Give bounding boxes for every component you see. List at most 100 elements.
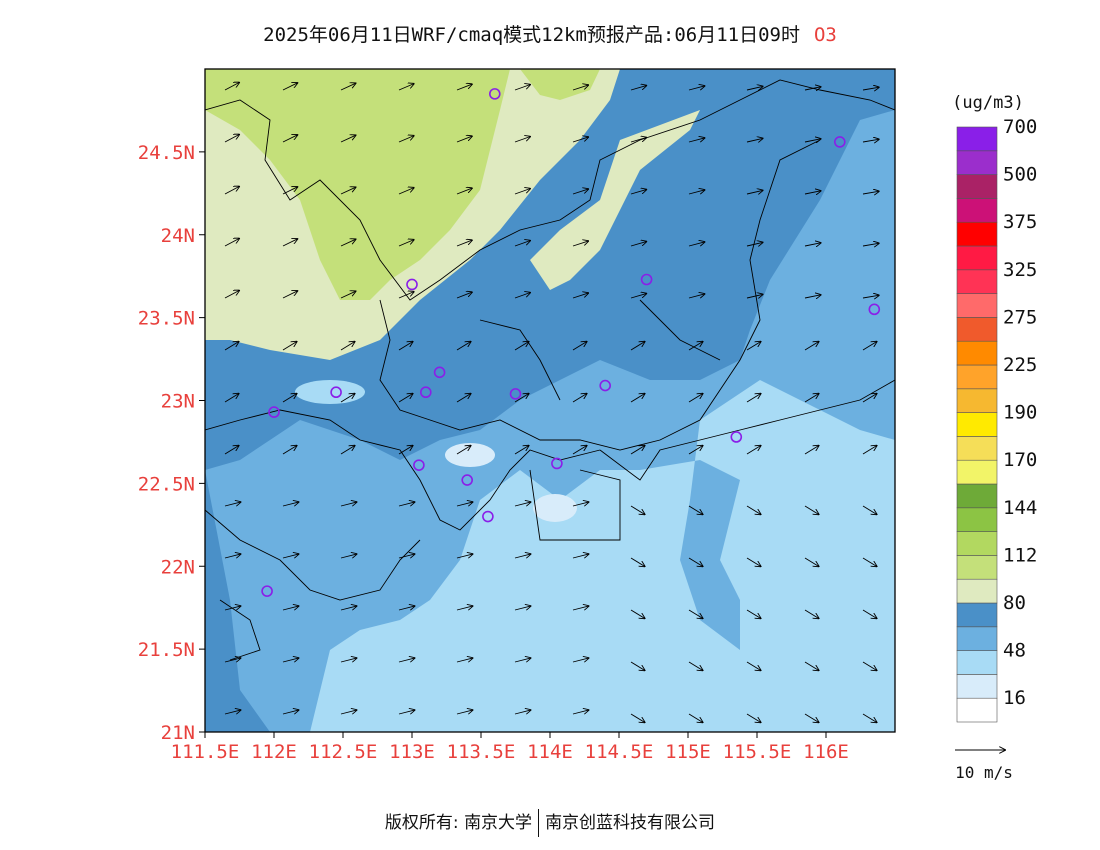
station-marker <box>868 303 881 316</box>
copyright-owner-1: 南京大学 <box>464 813 533 833</box>
wind-arrow <box>688 86 704 91</box>
station-marker <box>461 474 474 486</box>
wind-arrow <box>514 137 530 143</box>
wind-arrow <box>688 138 704 143</box>
wind-arrow <box>862 713 877 722</box>
wind-arrow <box>514 85 530 91</box>
wind-arrow <box>572 710 589 715</box>
colorbar-label: 48 <box>1003 640 1026 662</box>
wind-arrow <box>862 446 877 455</box>
colorbar-label: 112 <box>1003 544 1037 566</box>
wind-arrow <box>630 713 645 722</box>
lat-tick-label: 23.5N <box>138 308 195 330</box>
wind-arrow <box>688 242 704 247</box>
colorbar-cell <box>956 388 998 413</box>
wind-arrow <box>804 342 819 351</box>
colorbar-label: 500 <box>1003 164 1037 186</box>
wind-arrow <box>456 188 472 195</box>
wind-arrow <box>688 342 703 351</box>
wind-arrow <box>398 606 415 611</box>
lon-tick-label: 114E <box>527 741 573 763</box>
wind-arrow <box>340 291 356 299</box>
wind-arrow <box>862 661 877 670</box>
wind-arrow <box>398 240 414 247</box>
colorbar-cell <box>956 674 998 699</box>
wind-arrow <box>862 505 877 514</box>
wind-arrow <box>514 554 531 559</box>
colorbar-cell <box>956 245 998 271</box>
wind-arrow <box>514 189 530 195</box>
colorbar-cell <box>956 340 998 366</box>
wind-arrow <box>224 187 239 195</box>
colorbar-label: 190 <box>1003 402 1037 424</box>
wind-arrow <box>514 342 529 351</box>
wind-arrow <box>456 292 472 299</box>
wind-arrow <box>688 294 704 299</box>
latitude-axis: 21N 21.5N 22N 22.5N 23N 23.5N 24N 24.5N <box>138 142 205 744</box>
wind-arrow <box>398 658 415 663</box>
longitude-axis: 111.5E 112E 112.5E 113E 113.5E 114E 114.5E 115E… <box>171 732 849 763</box>
copyright-line: 版权所有: 南京大学 南京创蓝科技有限公司 <box>0 808 1100 837</box>
wind-arrow <box>398 292 414 299</box>
colorbar-unit: (ug/m3) <box>952 93 1024 113</box>
wind-arrow <box>282 606 299 611</box>
wind-arrow <box>514 710 531 715</box>
wind-arrow <box>630 446 645 455</box>
station-marker <box>413 459 425 471</box>
wind-arrow <box>804 295 821 298</box>
station-marker <box>640 273 653 286</box>
colorbar-label: 700 <box>1003 116 1037 138</box>
lat-tick-label: 22N <box>161 556 195 578</box>
wind-arrow <box>746 138 763 142</box>
wind-arrow <box>340 710 357 715</box>
wind-arrow <box>862 243 879 246</box>
station-marker <box>268 406 280 418</box>
wind-legend-label: 10 m/s <box>955 763 1013 782</box>
wind-arrow <box>630 138 646 143</box>
wind-arrow <box>804 661 819 670</box>
wind-arrow <box>746 713 761 722</box>
lat-tick-label: 21N <box>161 722 195 744</box>
colorbar-label: 16 <box>1003 687 1026 709</box>
wind-arrow <box>340 606 357 611</box>
wind-arrow <box>862 557 877 566</box>
wind-arrow <box>340 446 355 455</box>
wind-arrow <box>630 342 645 351</box>
wind-arrow <box>746 446 761 455</box>
lat-tick-label: 23N <box>161 391 195 413</box>
wind-arrow <box>456 502 473 507</box>
lon-tick-label: 112E <box>251 741 297 763</box>
wind-arrow <box>688 505 703 514</box>
lon-tick-label: 111.5E <box>171 741 240 763</box>
colorbar-cell <box>956 578 998 604</box>
wind-arrow <box>282 446 297 455</box>
lat-tick-label: 22.5N <box>138 473 195 495</box>
wind-arrow <box>224 135 239 143</box>
wind-arrow <box>630 294 646 299</box>
wind-arrow <box>572 446 587 455</box>
wind-arrow <box>804 609 819 618</box>
wind-arrow <box>804 191 821 194</box>
wind-arrow <box>630 557 645 566</box>
wind-arrow <box>572 606 589 611</box>
colorbar-cell <box>956 126 998 152</box>
wind-arrow <box>862 394 877 403</box>
wind-arrow <box>340 239 356 247</box>
wind-arrow <box>688 557 703 566</box>
wind-arrow <box>282 239 297 247</box>
wind-arrow <box>398 84 414 91</box>
wind-arrow <box>862 609 877 618</box>
wind-arrow <box>746 294 763 298</box>
wind-arrow <box>746 505 761 514</box>
wind-arrow <box>282 291 297 299</box>
wind-arrow <box>398 446 413 455</box>
colorbar-cell <box>956 626 998 651</box>
wind-arrow <box>456 710 473 715</box>
wind-vectors <box>224 83 879 723</box>
wind-arrow <box>804 505 819 514</box>
lon-tick-label: 113E <box>389 741 435 763</box>
wind-arrow <box>340 394 355 403</box>
wind-arrow <box>804 557 819 566</box>
station-marker <box>261 585 273 597</box>
